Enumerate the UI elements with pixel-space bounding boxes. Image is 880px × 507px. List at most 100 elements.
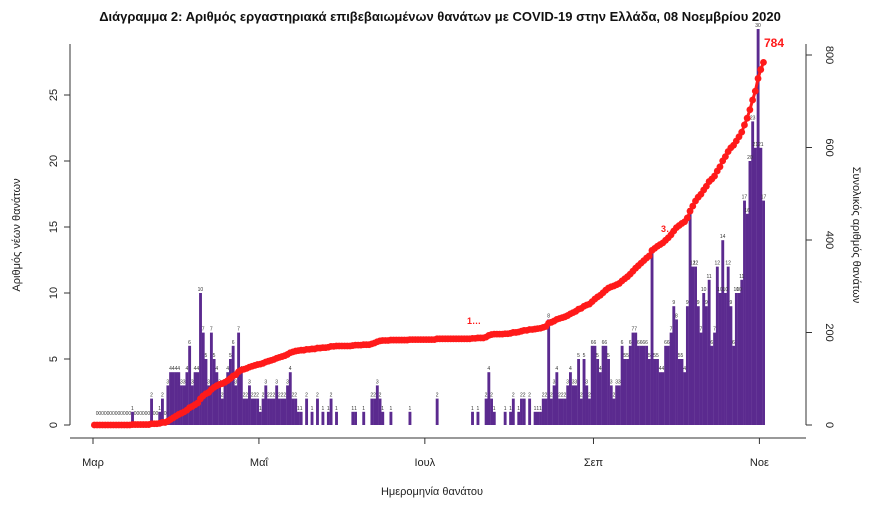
- bar: [705, 306, 708, 425]
- cumulative-point: [741, 121, 748, 129]
- bar: [737, 293, 741, 425]
- bar-value-label: 5: [678, 353, 681, 359]
- bar: [231, 345, 235, 425]
- bar: [528, 398, 532, 425]
- bar-value-label: 3: [166, 379, 169, 385]
- bar: [177, 372, 181, 425]
- bar-value-label: 8: [547, 313, 550, 319]
- bar: [707, 279, 711, 425]
- bar-value-label: 6: [591, 340, 594, 346]
- bar-value-label: 2: [580, 393, 583, 399]
- bar-value-label: 11: [706, 274, 711, 280]
- bar-value-label: 2: [316, 393, 319, 399]
- bar: [677, 359, 681, 425]
- bar: [696, 306, 700, 425]
- bar-value-label: 2: [270, 393, 273, 399]
- bar-value-label: 3: [275, 379, 278, 385]
- bar: [522, 398, 526, 425]
- bar-value-label: 1: [259, 406, 262, 412]
- bar-value-label: 6: [637, 340, 640, 346]
- bar: [566, 385, 570, 425]
- x-axis-ticks: Μαρ Μαΐ Ιουλ Σεπ Νοε: [82, 438, 769, 469]
- bar-value-label: 3: [191, 379, 194, 385]
- bar: [588, 398, 591, 425]
- bar-value-label: 0: [145, 411, 148, 417]
- bar-value-label: 1: [327, 406, 330, 412]
- y-axis-label: Αριθμός νέων θανάτων: [11, 178, 23, 292]
- cumulative-point: [749, 96, 756, 104]
- bar-value-label: 5: [656, 353, 659, 359]
- bar-value-label: 4: [599, 366, 602, 372]
- bar: [574, 385, 578, 425]
- bar: [748, 161, 752, 425]
- bar-value-label: 2: [243, 393, 246, 399]
- bar: [201, 332, 205, 425]
- bar: [520, 398, 523, 425]
- bar-value-label: 0: [112, 411, 115, 417]
- left-tick-label: 25: [48, 89, 60, 101]
- bar-value-label: 6: [602, 340, 605, 346]
- bar-value-label: 3: [566, 379, 569, 385]
- bar-value-label: 17: [761, 195, 767, 201]
- bar-value-label: 2: [561, 393, 564, 399]
- bar-value-label: 6: [621, 340, 624, 346]
- bar-value-label: 2: [294, 393, 297, 399]
- bar-value-label: 1: [321, 406, 324, 412]
- bar: [517, 411, 521, 425]
- bar-value-label: 1: [381, 406, 384, 412]
- bar: [288, 372, 292, 425]
- bar-value-label: 10: [701, 287, 707, 293]
- bar-value-label: 14: [720, 234, 726, 240]
- bar-value-label: 0: [98, 411, 101, 417]
- bar: [335, 411, 338, 425]
- bar-value-label: 5: [653, 353, 656, 359]
- bar-value-label: 12: [693, 261, 699, 267]
- bar: [645, 345, 649, 425]
- bar: [680, 359, 684, 425]
- bar-value-label: 2: [550, 393, 553, 399]
- bar: [487, 372, 491, 425]
- bar: [256, 398, 260, 425]
- bar-value-label: 5: [596, 353, 599, 359]
- bar-value-label: 12: [690, 261, 696, 267]
- bar: [626, 359, 629, 425]
- right-axis-ticks: 0 200 400 600 800: [806, 46, 835, 428]
- cumulative-point: [760, 59, 767, 66]
- bar-value-label: 6: [667, 340, 670, 346]
- bar-value-label: 0: [104, 411, 107, 417]
- left-tick-label: 0: [48, 422, 60, 428]
- bar: [713, 332, 717, 425]
- bar-value-label: 2: [528, 393, 531, 399]
- cumulative-final-label: 784: [764, 36, 784, 50]
- bar-value-label: 4: [289, 366, 292, 372]
- cumulative-point: [711, 172, 718, 180]
- bar: [234, 385, 238, 425]
- bar-value-label: 3: [207, 379, 210, 385]
- bar-value-label: 2: [150, 393, 153, 399]
- cumulative-point: [754, 75, 762, 82]
- bar: [691, 266, 695, 425]
- bar: [174, 372, 178, 425]
- bar: [267, 398, 270, 425]
- cumulative-point: [743, 114, 751, 122]
- bar-value-label: 7: [632, 327, 635, 333]
- bar: [558, 398, 561, 425]
- bar: [724, 293, 727, 425]
- bar-value-label: 1: [311, 406, 314, 412]
- bar: [743, 200, 746, 425]
- bar-value-label: 2: [558, 393, 561, 399]
- bar: [740, 279, 744, 425]
- cumulative-point: [746, 106, 754, 114]
- bar: [604, 345, 608, 425]
- right-tick-label: 600: [823, 138, 835, 156]
- bar-value-label: 0: [123, 411, 126, 417]
- bar: [571, 385, 575, 425]
- bar: [373, 398, 377, 425]
- right-tick-label: 0: [823, 422, 835, 428]
- bar: [316, 398, 319, 425]
- bar-value-label: 2: [564, 393, 567, 399]
- bar-value-label: 4: [196, 366, 199, 372]
- bar: [637, 345, 640, 425]
- bar-value-label: 3: [585, 379, 588, 385]
